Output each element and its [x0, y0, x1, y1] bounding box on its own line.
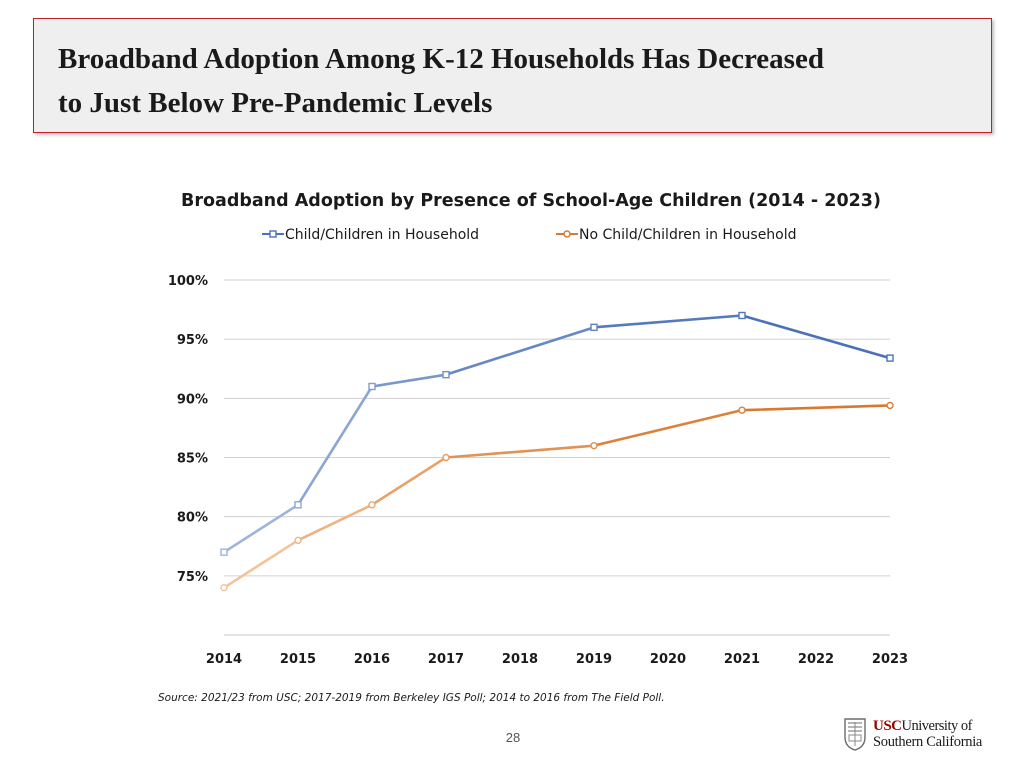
x-tick-label: 2020: [650, 652, 686, 667]
slide-title: Broadband Adoption Among K-12 Households…: [58, 37, 981, 125]
data-point: [738, 406, 746, 414]
data-point: [886, 354, 894, 362]
x-tick-label: 2015: [280, 652, 316, 667]
legend-marker: [563, 230, 571, 238]
y-tick-label: 85%: [177, 452, 208, 467]
x-tick-label: 2018: [502, 652, 538, 667]
chart-legend: Child/Children in Household No Child/Chil…: [262, 227, 797, 243]
series-line-segment: [222, 539, 300, 589]
slide-title-line-2: to Just Below Pre-Pandemic Levels: [58, 87, 493, 119]
slide-title-line-1: Broadband Adoption Among K-12 Households…: [58, 43, 824, 75]
data-point: [294, 501, 302, 509]
legend-label: No Child/Children in Household: [579, 227, 797, 243]
y-tick-label: 100%: [168, 274, 208, 289]
chart-title: Broadband Adoption by Presence of School…: [181, 191, 881, 211]
series-line-segment: [592, 314, 744, 329]
x-tick-label: 2022: [798, 652, 834, 667]
page-number: 28: [505, 730, 521, 745]
data-point: [442, 370, 450, 379]
series-line-segment: [444, 326, 596, 376]
y-tick-label: 90%: [177, 392, 208, 407]
series-line-segment: [444, 444, 596, 459]
x-tick-label: 2023: [872, 652, 908, 667]
usc-seal-icon: [844, 718, 866, 751]
series-line-segment: [370, 456, 448, 507]
y-tick-label: 75%: [177, 570, 208, 585]
data-point: [220, 548, 228, 556]
data-point: [368, 501, 376, 509]
legend-item-2: No Child/Children in Household: [556, 227, 797, 243]
y-tick-label: 95%: [177, 333, 208, 348]
data-point: [368, 382, 376, 391]
logo-usc: USC: [873, 718, 902, 734]
series-2: [220, 401, 894, 592]
series-line-segment: [296, 503, 374, 542]
x-tick-label: 2021: [724, 652, 760, 667]
legend-marker: [269, 230, 277, 238]
legend-label: Child/Children in Household: [285, 227, 479, 243]
x-axis-tick-labels: 2014 2015 2016 2017 2018 2019 2020 2021 2022 2023: [206, 652, 908, 667]
y-tick-label: 80%: [177, 511, 208, 526]
series-line-segment: [296, 385, 374, 507]
y-axis-tick-labels: 75% 80% 85% 90% 95% 100%: [168, 274, 208, 585]
x-tick-label: 2016: [354, 652, 390, 667]
series-line-segment: [740, 404, 892, 412]
series-line-segment: [740, 314, 892, 360]
x-tick-label: 2014: [206, 652, 242, 667]
logo-southern-california: Southern California: [873, 734, 983, 750]
slide-title-box: Broadband Adoption Among K-12 Households…: [33, 18, 992, 133]
series-1: [220, 311, 894, 556]
x-tick-label: 2017: [428, 652, 464, 667]
usc-logo-text: USCUniversity of Southern California: [873, 718, 982, 750]
chart-gridlines: [224, 279, 890, 636]
logo-university-of: University of: [901, 718, 973, 734]
data-point: [294, 536, 302, 545]
usc-logo: USCUniversity of Southern California: [843, 716, 1003, 756]
data-point: [886, 401, 894, 410]
series-line-segment: [222, 503, 300, 554]
data-point: [738, 311, 746, 320]
series-line-segment: [592, 408, 744, 447]
data-point: [442, 453, 450, 462]
x-tick-label: 2019: [576, 652, 612, 667]
data-point: [590, 323, 598, 332]
chart-series: [220, 311, 894, 592]
data-point: [590, 441, 598, 450]
source-note: Source: 2021/23 from USC; 2017-2019 from…: [158, 692, 665, 704]
legend-item-1: Child/Children in Household: [262, 227, 479, 243]
series-line-segment: [370, 373, 448, 388]
data-point: [220, 583, 228, 592]
